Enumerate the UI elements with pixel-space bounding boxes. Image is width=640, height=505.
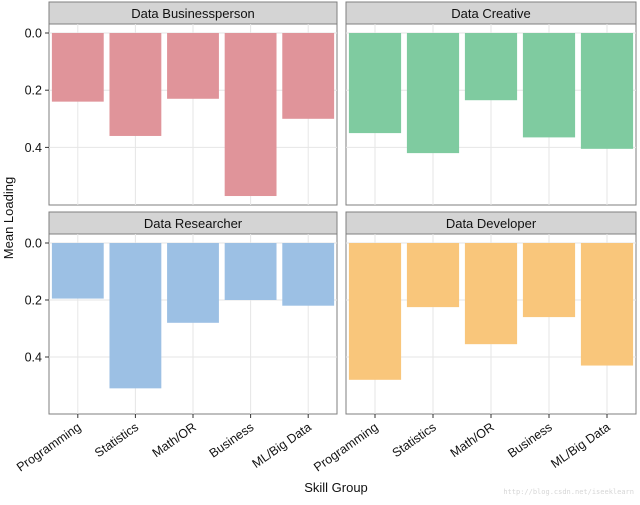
bar-data-creative-business <box>522 33 576 138</box>
x-tick-label-business: Business <box>207 420 257 461</box>
x-tick-label-business: Business <box>505 420 555 461</box>
bar-data-businessperson-statistics <box>109 33 162 136</box>
x-tick-label-math-or: Math/OR <box>448 420 497 460</box>
bar-data-developer-business <box>522 243 576 318</box>
bar-data-creative-math-or <box>464 33 518 101</box>
bar-data-researcher-math-or <box>167 243 219 323</box>
x-tick-label-ml-big-data: ML/Big Data <box>250 420 314 471</box>
bar-data-developer-programming <box>348 243 402 380</box>
bar-data-researcher-ml-big-data <box>282 243 335 306</box>
x-tick-label-math-or: Math/OR <box>150 420 199 460</box>
panel-data-developer: Data Developer Programming Statistics Math/… <box>311 211 637 475</box>
x-tick-label-statistics: Statistics <box>390 420 439 460</box>
y-tick-label: 0.0 <box>25 27 42 41</box>
bar-data-researcher-business <box>224 243 277 300</box>
bar-data-developer-math-or <box>464 243 518 345</box>
bar-data-developer-statistics <box>406 243 460 308</box>
panel-data-researcher: Data Researcher 0.0 0.2 0.4 Programming Stati… <box>14 211 338 475</box>
y-tick-label: 0.4 <box>25 141 42 155</box>
axes-layer: Mean Loading Skill Group <box>1 177 368 495</box>
bar-data-creative-ml-big-data <box>580 33 634 149</box>
x-axis-title: Skill Group <box>304 480 368 495</box>
panel-data-creative: Data Creative <box>345 1 637 206</box>
y-tick-label: 0.0 <box>25 237 42 251</box>
bar-data-businessperson-business <box>224 33 277 197</box>
panels-layer: Data Businessperson 0.0 0.2 0.4 Data Creativ… <box>14 1 637 475</box>
bar-data-creative-programming <box>348 33 402 134</box>
bar-data-developer-ml-big-data <box>580 243 634 366</box>
bar-data-researcher-statistics <box>109 243 162 389</box>
y-tick-label: 0.4 <box>25 351 42 365</box>
panel-title: Data Researcher <box>144 216 243 231</box>
x-tick-label-programming: Programming <box>14 420 84 475</box>
bar-data-businessperson-ml-big-data <box>282 33 335 119</box>
panel-title: Data Developer <box>446 216 537 231</box>
bar-data-businessperson-programming <box>51 33 104 102</box>
y-tick-label: 0.2 <box>25 84 42 98</box>
x-tick-label-programming: Programming <box>311 420 381 475</box>
x-tick-label-statistics: Statistics <box>92 420 141 460</box>
watermark: http://blog.csdn.net/iseeklearn <box>503 488 634 496</box>
bar-data-businessperson-math-or <box>167 33 219 99</box>
bar-data-researcher-programming <box>51 243 104 299</box>
bar-data-creative-statistics <box>406 33 460 154</box>
y-axis-title: Mean Loading <box>1 177 16 259</box>
panel-data-businessperson: Data Businessperson 0.0 0.2 0.4 <box>25 1 338 206</box>
y-tick-label: 0.2 <box>25 294 42 308</box>
panel-title: Data Businessperson <box>131 6 255 21</box>
x-tick-label-ml-big-data: ML/Big Data <box>548 420 612 471</box>
panel-title: Data Creative <box>451 6 530 21</box>
